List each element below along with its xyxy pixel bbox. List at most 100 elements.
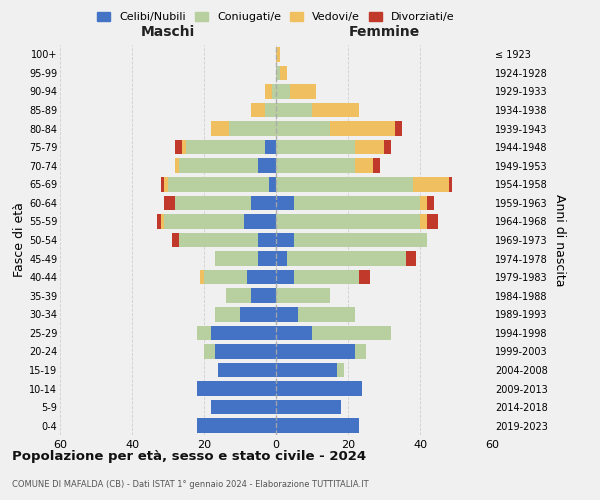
Bar bbox=[215, 344, 276, 358]
Bar bbox=[276, 344, 366, 358]
Bar bbox=[276, 196, 427, 210]
Bar bbox=[276, 177, 413, 192]
Bar bbox=[211, 400, 276, 414]
Bar bbox=[179, 158, 276, 173]
Bar bbox=[276, 196, 420, 210]
Bar bbox=[276, 158, 373, 173]
Bar bbox=[226, 288, 276, 303]
Bar bbox=[244, 214, 276, 228]
Bar bbox=[197, 382, 276, 396]
Bar bbox=[276, 270, 370, 284]
Bar bbox=[276, 363, 344, 377]
Bar bbox=[276, 400, 341, 414]
Bar bbox=[276, 252, 406, 266]
Bar bbox=[211, 122, 276, 136]
Bar bbox=[276, 122, 330, 136]
Bar bbox=[276, 382, 362, 396]
Bar bbox=[218, 363, 276, 377]
Bar bbox=[276, 288, 330, 303]
Bar bbox=[276, 326, 391, 340]
Bar bbox=[276, 382, 362, 396]
Bar bbox=[276, 400, 341, 414]
Bar bbox=[276, 140, 355, 154]
Bar bbox=[276, 270, 359, 284]
Bar bbox=[164, 214, 276, 228]
Bar bbox=[276, 326, 312, 340]
Bar bbox=[276, 158, 355, 173]
Bar bbox=[276, 363, 344, 377]
Bar bbox=[251, 103, 276, 117]
Bar bbox=[276, 307, 355, 322]
Bar bbox=[258, 252, 276, 266]
Bar bbox=[215, 307, 276, 322]
Bar bbox=[197, 326, 276, 340]
Bar bbox=[276, 344, 366, 358]
Bar bbox=[276, 66, 280, 80]
Bar bbox=[164, 177, 276, 192]
Bar bbox=[276, 252, 416, 266]
Bar bbox=[276, 158, 380, 173]
Bar bbox=[276, 66, 287, 80]
Bar bbox=[265, 140, 276, 154]
Bar bbox=[251, 196, 276, 210]
Bar bbox=[197, 326, 276, 340]
Bar bbox=[276, 140, 391, 154]
Bar bbox=[276, 233, 427, 247]
Bar bbox=[276, 47, 280, 62]
Bar bbox=[276, 196, 434, 210]
Bar bbox=[218, 363, 276, 377]
Bar bbox=[276, 400, 341, 414]
Bar bbox=[175, 196, 276, 210]
Bar bbox=[164, 196, 276, 210]
Bar bbox=[175, 158, 276, 173]
Bar bbox=[229, 122, 276, 136]
Bar bbox=[204, 270, 276, 284]
Bar bbox=[276, 140, 384, 154]
Bar bbox=[211, 400, 276, 414]
Bar bbox=[186, 140, 276, 154]
Bar bbox=[276, 344, 366, 358]
Bar bbox=[276, 288, 330, 303]
Bar bbox=[276, 233, 294, 247]
Bar bbox=[211, 326, 276, 340]
Bar bbox=[276, 252, 287, 266]
Bar bbox=[258, 158, 276, 173]
Bar bbox=[276, 326, 391, 340]
Bar bbox=[218, 363, 276, 377]
Bar bbox=[258, 233, 276, 247]
Bar bbox=[276, 252, 406, 266]
Bar bbox=[276, 84, 290, 98]
Bar bbox=[276, 214, 420, 228]
Bar bbox=[247, 270, 276, 284]
Bar bbox=[179, 233, 276, 247]
Bar bbox=[200, 270, 276, 284]
Bar bbox=[265, 103, 276, 117]
Bar bbox=[226, 288, 276, 303]
Bar bbox=[276, 103, 312, 117]
Bar bbox=[251, 103, 276, 117]
Bar bbox=[276, 270, 294, 284]
Bar bbox=[276, 214, 438, 228]
Bar bbox=[179, 233, 276, 247]
Y-axis label: Fasce di età: Fasce di età bbox=[13, 202, 26, 278]
Bar bbox=[276, 307, 298, 322]
Bar bbox=[226, 288, 276, 303]
Text: Femmine: Femmine bbox=[349, 26, 419, 40]
Bar bbox=[276, 270, 359, 284]
Bar bbox=[276, 400, 341, 414]
Bar bbox=[276, 233, 427, 247]
Bar bbox=[215, 307, 276, 322]
Text: COMUNE DI MAFALDA (CB) - Dati ISTAT 1° gennaio 2024 - Elaborazione TUTTITALIA.IT: COMUNE DI MAFALDA (CB) - Dati ISTAT 1° g… bbox=[12, 480, 368, 489]
Bar bbox=[276, 326, 391, 340]
Bar bbox=[276, 382, 362, 396]
Bar bbox=[276, 103, 359, 117]
Text: Maschi: Maschi bbox=[141, 26, 195, 40]
Bar bbox=[276, 177, 452, 192]
Bar bbox=[197, 382, 276, 396]
Bar bbox=[182, 140, 276, 154]
Bar bbox=[197, 418, 276, 433]
Bar bbox=[276, 47, 280, 62]
Bar bbox=[276, 363, 344, 377]
Bar bbox=[276, 196, 294, 210]
Bar bbox=[276, 418, 359, 433]
